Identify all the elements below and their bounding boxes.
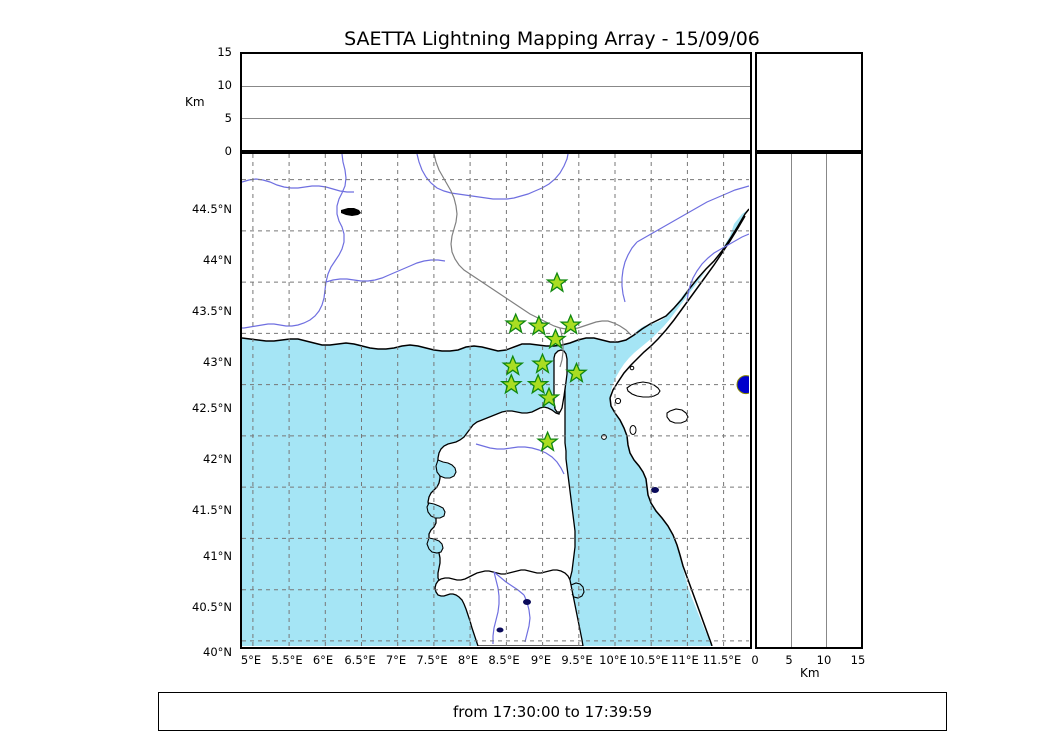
map-ytick-42.5: 42.5°N	[192, 401, 232, 415]
station-07[interactable]	[531, 352, 554, 374]
corsica-landmass	[427, 350, 576, 626]
top-ytick-15: 15	[217, 45, 232, 59]
river-italy-inland	[621, 241, 638, 303]
map-ytick-44.5: 44.5°N	[192, 202, 232, 216]
page-title: SAETTA Lightning Mapping Array - 15/09/0…	[344, 28, 760, 50]
map-xtick-11: 11°E	[671, 653, 699, 667]
station-08[interactable]	[565, 361, 588, 384]
italian-peninsula-landmass	[610, 209, 749, 646]
corsica-west-gulf-3	[426, 537, 444, 554]
river-arno	[636, 185, 749, 243]
map-xtick-8: 8°E	[457, 653, 479, 667]
river-sardinia-3	[493, 571, 525, 596]
map-xtick-8.5: 8.5°E	[488, 653, 520, 667]
river-durance	[325, 259, 446, 283]
latitude-altitude-panel	[755, 152, 863, 649]
marker-blue-right-edge[interactable]	[736, 375, 749, 395]
station-09[interactable]	[499, 373, 523, 395]
top-ytick-5: 5	[224, 111, 232, 125]
lake-sardinia-1	[523, 599, 531, 605]
island-montecristo	[601, 434, 607, 440]
right-xtick-0: 0	[751, 653, 759, 667]
map-xtick-7.5: 7.5°E	[416, 653, 448, 667]
time-range-caption-box: from 17:30:00 to 17:39:59	[158, 692, 947, 731]
station-markers	[499, 271, 588, 452]
map-ytick-41.5: 41.5°N	[192, 503, 232, 517]
map-ytick-41: 41°N	[203, 549, 232, 563]
border-italy-east	[559, 327, 564, 368]
sardinia-east-coast-detail	[570, 582, 585, 599]
lake-geneva	[341, 208, 361, 216]
river-sardinia-1	[492, 571, 500, 644]
corsica-west-gulfs	[435, 459, 457, 479]
altitude-axis-label: Km	[185, 95, 205, 109]
station-05[interactable]	[544, 327, 567, 350]
map-xtick-6: 6°E	[312, 653, 334, 667]
corner-panel	[755, 52, 863, 152]
island-pianosa	[629, 425, 637, 435]
map-xtick-6.5: 6.5°E	[344, 653, 376, 667]
lake-italy-coast	[651, 487, 659, 493]
french-ligurian-coastline	[242, 208, 749, 352]
river-tiber	[686, 233, 749, 303]
border-france-italy	[433, 154, 632, 336]
island-elba	[626, 381, 661, 398]
map-xtick-10: 10°E	[599, 653, 627, 667]
river-po-area	[416, 154, 569, 200]
map-xtick-10.5: 10.5°E	[629, 653, 669, 667]
map-xtick-7: 7°E	[385, 653, 407, 667]
altitude-longitude-panel	[240, 52, 752, 152]
italian-coastline-south	[609, 397, 713, 646]
island-capraia	[614, 397, 622, 405]
island-gorgona	[629, 365, 635, 371]
distance-axis-label: Km	[800, 666, 820, 680]
station-11[interactable]	[537, 386, 561, 408]
river-corsica	[475, 443, 565, 475]
station-03[interactable]	[527, 314, 551, 336]
mainland-europe-landmass	[242, 154, 749, 351]
station-10[interactable]	[526, 373, 550, 395]
station-04[interactable]	[559, 313, 583, 335]
map-ytick-40: 40°N	[203, 645, 232, 659]
map-xtick-5: 5°E	[240, 653, 262, 667]
italian-coastline	[609, 215, 746, 399]
station-12[interactable]	[536, 430, 559, 452]
map-gridlines	[242, 154, 749, 646]
time-range-caption: from 17:30:00 to 17:39:59	[452, 702, 652, 721]
station-01[interactable]	[545, 271, 569, 293]
island-giglio	[666, 408, 689, 424]
top-ytick-10: 10	[217, 78, 232, 92]
corsica-west-gulf-2	[426, 502, 446, 519]
right-xtick-5: 5	[785, 653, 793, 667]
map-ytick-44: 44°N	[203, 253, 232, 267]
top-ytick-0: 0	[224, 144, 232, 158]
map-panel[interactable]	[240, 152, 752, 649]
map-xtick-9: 9°E	[530, 653, 552, 667]
right-xtick-10: 10	[816, 653, 832, 667]
map-xtick-11.5: 11.5°E	[702, 653, 742, 667]
map-xtick-5.5: 5.5°E	[271, 653, 303, 667]
map-ytick-43: 43°N	[203, 355, 232, 369]
station-06[interactable]	[501, 354, 525, 376]
map-ytick-42: 42°N	[203, 452, 232, 466]
map-svg	[242, 154, 749, 646]
map-xtick-9.5: 9.5°E	[561, 653, 593, 667]
sardinia-landmass	[434, 569, 584, 646]
right-xtick-15: 15	[850, 653, 866, 667]
map-ytick-40.5: 40.5°N	[192, 600, 232, 614]
lake-sardinia-2	[496, 627, 504, 633]
station-02[interactable]	[504, 312, 528, 334]
map-ytick-43.5: 43.5°N	[192, 304, 232, 318]
